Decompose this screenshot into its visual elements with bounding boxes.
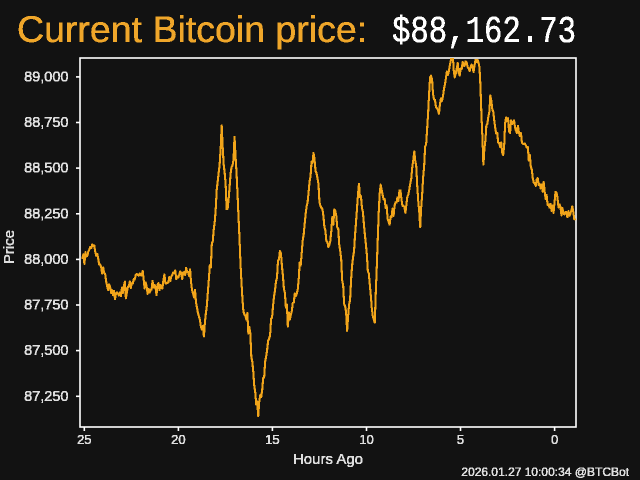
svg-text:0: 0 — [551, 432, 558, 447]
svg-text:88,000: 88,000 — [24, 252, 68, 268]
svg-text:Hours Ago: Hours Ago — [293, 451, 363, 468]
svg-text:88,500: 88,500 — [24, 161, 68, 177]
svg-text:88,250: 88,250 — [24, 206, 68, 222]
svg-text:20: 20 — [171, 432, 185, 447]
svg-text:87,500: 87,500 — [24, 343, 68, 359]
svg-text:Price: Price — [1, 230, 18, 264]
svg-text:25: 25 — [77, 432, 91, 447]
svg-text:87,250: 87,250 — [24, 389, 68, 405]
svg-text:15: 15 — [265, 432, 279, 447]
svg-text:10: 10 — [359, 432, 373, 447]
svg-text:87,750: 87,750 — [24, 298, 68, 314]
svg-text:5: 5 — [457, 432, 464, 447]
svg-text:2026.01.27 10:00:34 @BTCBot: 2026.01.27 10:00:34 @BTCBot — [461, 465, 629, 479]
svg-text:89,000: 89,000 — [24, 69, 68, 85]
svg-text:88,750: 88,750 — [24, 115, 68, 131]
